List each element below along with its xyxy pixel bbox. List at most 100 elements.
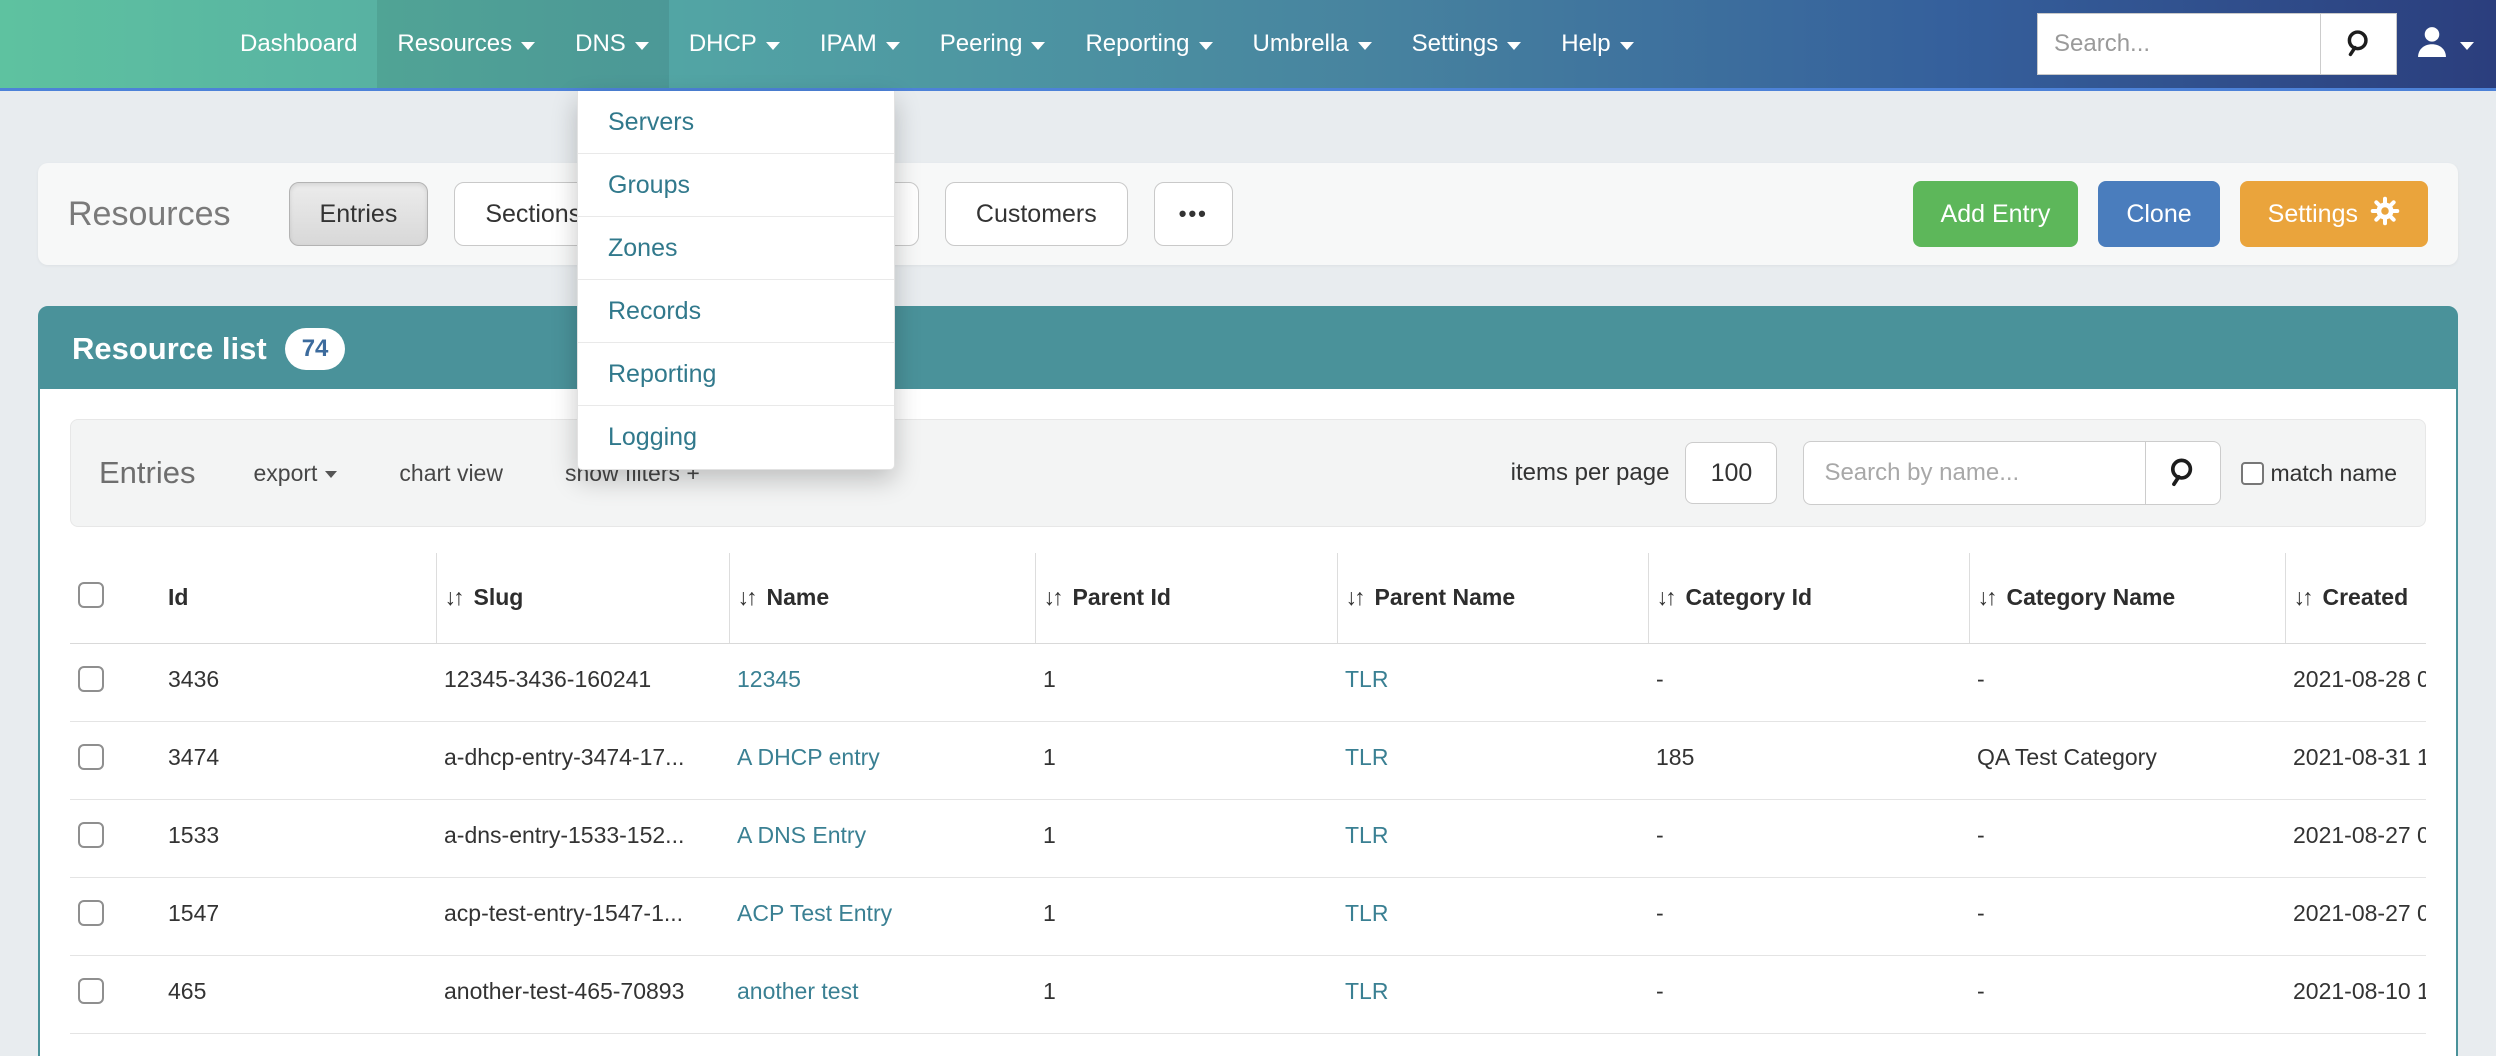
menu-item-groups[interactable]: Groups [578, 154, 894, 217]
column-header-parent-name[interactable]: ↓↑ Parent Name [1336, 553, 1648, 644]
entry-name-link[interactable]: A DNS Entry [737, 821, 867, 848]
column-header-created[interactable]: ↓↑ Created [2284, 553, 2426, 644]
caret-down-icon [325, 471, 338, 478]
search-icon [2166, 455, 2200, 492]
settings-button[interactable]: Settings [2239, 181, 2428, 247]
cell-created: 2021-08-27 01 [2285, 799, 2426, 878]
table-header-row: Id ↓↑ Slug ↓↑ Name ↓↑ Parent Id ↓↑ Parent Na… [70, 553, 2426, 644]
name-search-input[interactable] [1803, 441, 2146, 505]
cell-slug: acp-test-entry-1547-1... [436, 877, 729, 956]
menu-item-servers[interactable]: Servers [578, 91, 894, 154]
row-checkbox[interactable] [78, 743, 104, 770]
column-header-parent-id[interactable]: ↓↑ Parent Id [1034, 553, 1337, 644]
items-per-page-label: items per page [1510, 459, 1670, 486]
navbar-search-button[interactable] [2320, 14, 2396, 74]
caret-down-icon [885, 41, 900, 50]
nav-item-umbrella[interactable]: Umbrella [1233, 0, 1392, 88]
header-actions: Add Entry Clone Settings [1912, 181, 2428, 247]
settings-button-label: Settings [2267, 199, 2358, 228]
parent-name-link[interactable]: TLR [1345, 977, 1389, 1004]
cell-category-name: - [1969, 643, 2285, 722]
caret-down-icon [1619, 41, 1634, 50]
cell-created: 2021-08-27 01 [2285, 877, 2426, 956]
nav-item-dashboard[interactable]: Dashboard [220, 0, 377, 88]
cell-category-id: - [1648, 799, 1969, 878]
nav-item-label: Dashboard [240, 30, 358, 57]
nav-item-resources[interactable]: Resources [377, 0, 556, 88]
entry-name-link[interactable]: A DHCP entry [737, 743, 880, 770]
parent-name-link[interactable]: TLR [1345, 821, 1389, 848]
row-checkbox[interactable] [78, 977, 104, 1004]
navbar-right [2037, 0, 2496, 88]
caret-down-icon [521, 41, 536, 50]
cell-created: 2021-08-31 18 [2285, 721, 2426, 800]
caret-down-icon [634, 41, 649, 50]
nav-item-dhcp[interactable]: DHCP [669, 0, 800, 88]
tab-customers[interactable]: Customers [944, 182, 1128, 246]
cell-id: 465 [160, 955, 436, 1034]
resource-table: Id ↓↑ Slug ↓↑ Name ↓↑ Parent Id ↓↑ Parent Na… [70, 553, 2426, 1034]
nav-item-label: Reporting [1085, 30, 1190, 57]
user-menu[interactable] [2413, 23, 2474, 66]
table-row: 3474 a-dhcp-entry-3474-17... A DHCP entr… [70, 721, 2426, 800]
export-label: export [253, 459, 318, 486]
nav-item-peering[interactable]: Peering [920, 0, 1066, 88]
entry-name-link[interactable]: another test [737, 977, 859, 1004]
page-content: Resources Entries Sections Contacts Cust… [0, 163, 2496, 1056]
match-name-label: match name [2270, 459, 2397, 486]
entry-name-link[interactable]: ACP Test Entry [737, 899, 893, 926]
add-entry-button[interactable]: Add Entry [1912, 181, 2079, 247]
chart-view-link[interactable]: chart view [399, 459, 503, 486]
nav-item-reporting[interactable]: Reporting [1065, 0, 1232, 88]
nav-item-label: Settings [1411, 30, 1499, 57]
match-name-checkbox[interactable] [2241, 461, 2265, 485]
sort-icon: ↓↑ [1977, 584, 1998, 611]
sort-icon: ↓↑ [1345, 584, 1366, 611]
menu-item-logging[interactable]: Logging [608, 423, 697, 451]
nav-item-help[interactable]: Help [1541, 0, 1653, 88]
tab-entries[interactable]: Entries [288, 182, 429, 246]
row-checkbox[interactable] [78, 821, 104, 848]
navbar-search-input[interactable] [2038, 14, 2320, 74]
cell-category-id: - [1648, 877, 1969, 956]
count-badge: 74 [284, 327, 346, 370]
parent-name-link[interactable]: TLR [1345, 899, 1389, 926]
items-per-page-input[interactable] [1685, 442, 1778, 504]
toolbar-title: Entries [99, 455, 196, 490]
row-checkbox[interactable] [78, 665, 104, 692]
parent-name-link[interactable]: TLR [1345, 743, 1389, 770]
menu-item-zones[interactable]: Zones [578, 217, 894, 280]
caret-down-icon [1198, 41, 1213, 50]
more-tabs-button[interactable]: ••• [1153, 182, 1233, 246]
entry-name-link[interactable]: 12345 [737, 665, 801, 692]
nav-item-dns[interactable]: DNS [555, 0, 669, 88]
nav-item-settings[interactable]: Settings [1392, 0, 1542, 88]
resource-list-header: Resource list 74 [40, 308, 2456, 389]
cell-category-id: - [1648, 643, 1969, 722]
cell-parent-id: 1 [1035, 721, 1337, 800]
cell-category-name: - [1969, 877, 2285, 956]
column-header-category-name[interactable]: ↓↑ Category Name [1968, 553, 2285, 644]
column-header-name[interactable]: ↓↑ Name [728, 553, 1035, 644]
navbar-spacer [0, 0, 220, 88]
cell-id: 3436 [160, 643, 436, 722]
row-checkbox[interactable] [78, 899, 104, 926]
cell-slug: another-test-465-70893 [436, 955, 729, 1034]
cell-id: 1547 [160, 877, 436, 956]
column-header-slug[interactable]: ↓↑ Slug [435, 553, 729, 644]
column-header-id: Id [160, 553, 436, 644]
page-header: Resources Entries Sections Contacts Cust… [38, 163, 2458, 265]
nav-item-ipam[interactable]: IPAM [800, 0, 920, 88]
cell-parent-id: 1 [1035, 643, 1337, 722]
menu-item-records[interactable]: Records [578, 280, 894, 343]
table-row: 3436 12345-3436-160241 12345 1 TLR - - 2… [70, 643, 2426, 722]
parent-name-link[interactable]: TLR [1345, 665, 1389, 692]
clone-button[interactable]: Clone [2098, 181, 2220, 247]
sort-icon: ↓↑ [737, 584, 758, 611]
export-menu[interactable]: export [253, 459, 338, 487]
nav-item-label: DHCP [688, 30, 757, 57]
column-header-category-id[interactable]: ↓↑ Category Id [1647, 553, 1969, 644]
menu-item-reporting[interactable]: Reporting [578, 343, 894, 406]
select-all-checkbox[interactable] [78, 581, 104, 608]
name-search-button[interactable] [2145, 441, 2222, 505]
